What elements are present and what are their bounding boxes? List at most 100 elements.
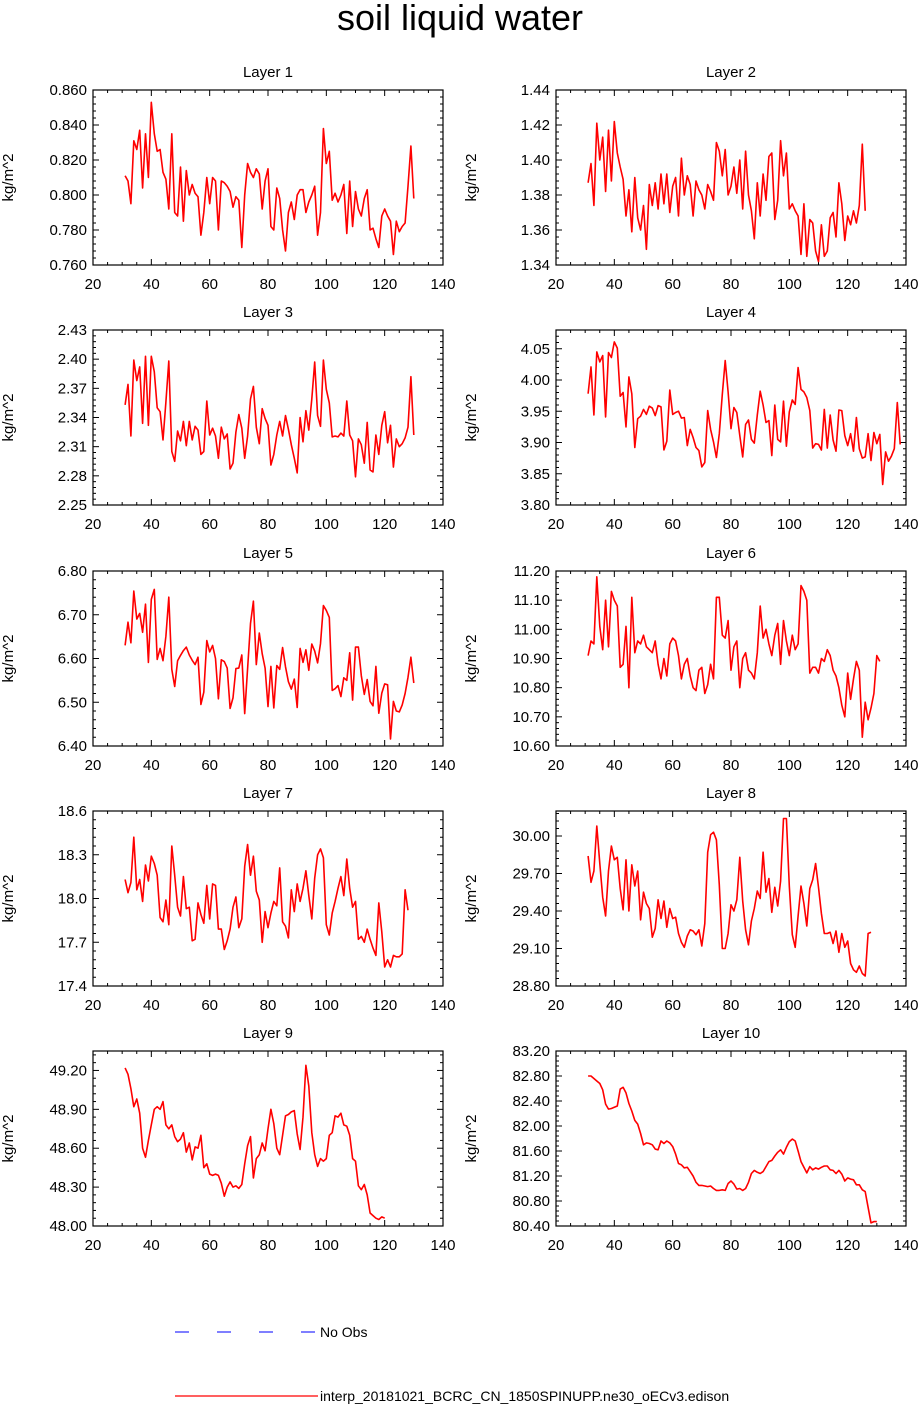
x-tick-label: 20: [548, 1237, 565, 1254]
y-tick-label: 2.40: [58, 351, 87, 368]
x-tick-label: 60: [664, 1237, 681, 1254]
panel-layer-3: Layer 3 kg/m^2 20 40 60 80 100 120 140 2.25 2.28 2.…: [0, 304, 456, 533]
y-tick-label: 81.60: [512, 1143, 550, 1160]
y-axis-label: kg/m^2: [0, 635, 17, 683]
x-tick-label: 60: [664, 757, 681, 774]
x-tick-label: 140: [430, 1237, 455, 1254]
plot-frame: [92, 810, 444, 987]
x-tick-label: 80: [260, 757, 277, 774]
series-line: [124, 1064, 386, 1221]
legend: No Obs interp_20181021_BCRC_CN_1850SPINU…: [175, 1324, 729, 1404]
y-tick-label: 2.28: [58, 468, 87, 485]
x-tick-label: 20: [85, 757, 102, 774]
y-tick-label: 6.40: [58, 738, 87, 755]
panel-title: Layer 4: [706, 304, 756, 321]
x-tick-label: 140: [430, 276, 455, 293]
x-tick-label: 60: [664, 276, 681, 293]
plot-frame: [92, 1050, 444, 1227]
y-tick-label: 4.05: [521, 341, 550, 358]
y-tick-label: 18.6: [58, 803, 87, 820]
x-tick-label: 80: [723, 276, 740, 293]
legend-label-model: interp_20181021_BCRC_CN_1850SPINUPP.ne30…: [320, 1388, 729, 1404]
x-tick-label: 80: [260, 516, 277, 533]
x-tick-label: 100: [314, 757, 339, 774]
y-tick-label: 0.780: [49, 222, 87, 239]
y-tick-label: 2.25: [58, 497, 87, 514]
plot-frame: [555, 329, 907, 506]
panel-title: Layer 1: [243, 64, 293, 81]
x-tick-label: 100: [777, 997, 802, 1014]
plot-frame: [555, 810, 907, 987]
x-tick-label: 100: [777, 757, 802, 774]
panel-layer-6: Layer 6 kg/m^2 20 40 60 80 100 120 140 10.60 10.70…: [463, 545, 919, 774]
legend-entry-model: interp_20181021_BCRC_CN_1850SPINUPP.ne30…: [175, 1388, 729, 1404]
y-tick-label: 10.80: [512, 680, 550, 697]
x-tick-label: 100: [314, 997, 339, 1014]
y-tick-label: 82.40: [512, 1093, 550, 1110]
y-tick-label: 11.10: [514, 592, 550, 609]
series-line: [587, 341, 901, 486]
y-tick-label: 48.30: [49, 1179, 87, 1196]
legend-label-no-obs: No Obs: [320, 1324, 367, 1340]
x-tick-label: 20: [85, 516, 102, 533]
panel-title: Layer 8: [706, 785, 756, 802]
y-tick-label: 0.860: [49, 82, 87, 99]
x-tick-label: 80: [723, 757, 740, 774]
x-tick-label: 20: [548, 516, 565, 533]
y-tick-label: 29.10: [512, 941, 550, 958]
y-axis-label: kg/m^2: [463, 635, 480, 683]
series-line: [124, 588, 415, 740]
x-tick-label: 120: [835, 757, 860, 774]
x-tick-label: 20: [548, 997, 565, 1014]
x-tick-label: 140: [893, 997, 918, 1014]
x-tick-label: 60: [201, 276, 218, 293]
x-tick-label: 140: [430, 516, 455, 533]
x-tick-label: 80: [723, 516, 740, 533]
panel-layer-7: Layer 7 kg/m^2 20 40 60 80 100 120 140 17.4 17.7 18…: [0, 785, 456, 1014]
x-tick-label: 100: [314, 276, 339, 293]
y-tick-label: 80.80: [512, 1193, 550, 1210]
y-tick-label: 2.31: [58, 439, 87, 456]
y-tick-label: 1.44: [521, 82, 550, 99]
y-tick-label: 4.00: [521, 372, 550, 389]
plot-frame: [92, 89, 444, 266]
x-tick-label: 120: [835, 997, 860, 1014]
x-tick-label: 120: [372, 276, 397, 293]
y-tick-label: 11.20: [514, 563, 550, 580]
y-tick-label: 81.20: [512, 1168, 550, 1185]
panel-layer-1: Layer 1 kg/m^2 20 40 60 80 100 120 140 0.760 0.780…: [0, 64, 456, 293]
y-tick-label: 18.0: [58, 891, 87, 908]
y-tick-label: 83.20: [512, 1043, 550, 1060]
x-tick-label: 140: [893, 1237, 918, 1254]
series-line: [587, 120, 866, 263]
y-tick-label: 3.85: [521, 466, 550, 483]
panel-title: Layer 3: [243, 304, 293, 321]
x-tick-label: 40: [143, 1237, 160, 1254]
y-tick-label: 1.40: [521, 152, 550, 169]
plot-frame: [92, 570, 444, 747]
y-tick-label: 1.38: [521, 187, 550, 204]
x-tick-label: 100: [777, 516, 802, 533]
panels: Layer 1 kg/m^2 20 40 60 80 100 120 140 0.760 0.780…: [0, 64, 919, 1254]
y-tick-label: 82.80: [512, 1068, 550, 1085]
panel-layer-5: Layer 5 kg/m^2 20 40 60 80 100 120 140 6.40 6.50 6.…: [0, 545, 456, 774]
y-tick-label: 2.37: [58, 380, 87, 397]
y-axis-label: kg/m^2: [0, 394, 17, 442]
x-tick-label: 120: [835, 1237, 860, 1254]
x-tick-label: 20: [85, 276, 102, 293]
y-tick-label: 0.760: [49, 257, 87, 274]
y-axis-label: kg/m^2: [0, 1115, 17, 1163]
x-tick-label: 60: [201, 997, 218, 1014]
y-tick-label: 2.43: [58, 322, 87, 339]
series-line: [124, 836, 409, 968]
series-line: [587, 575, 881, 739]
x-tick-label: 140: [893, 757, 918, 774]
y-tick-label: 82.00: [512, 1118, 550, 1135]
y-tick-label: 0.820: [49, 152, 87, 169]
x-tick-label: 140: [893, 516, 918, 533]
x-tick-label: 40: [143, 516, 160, 533]
series-line: [587, 817, 872, 977]
y-tick-label: 1.34: [521, 257, 550, 274]
x-tick-label: 140: [430, 757, 455, 774]
x-tick-label: 20: [548, 757, 565, 774]
